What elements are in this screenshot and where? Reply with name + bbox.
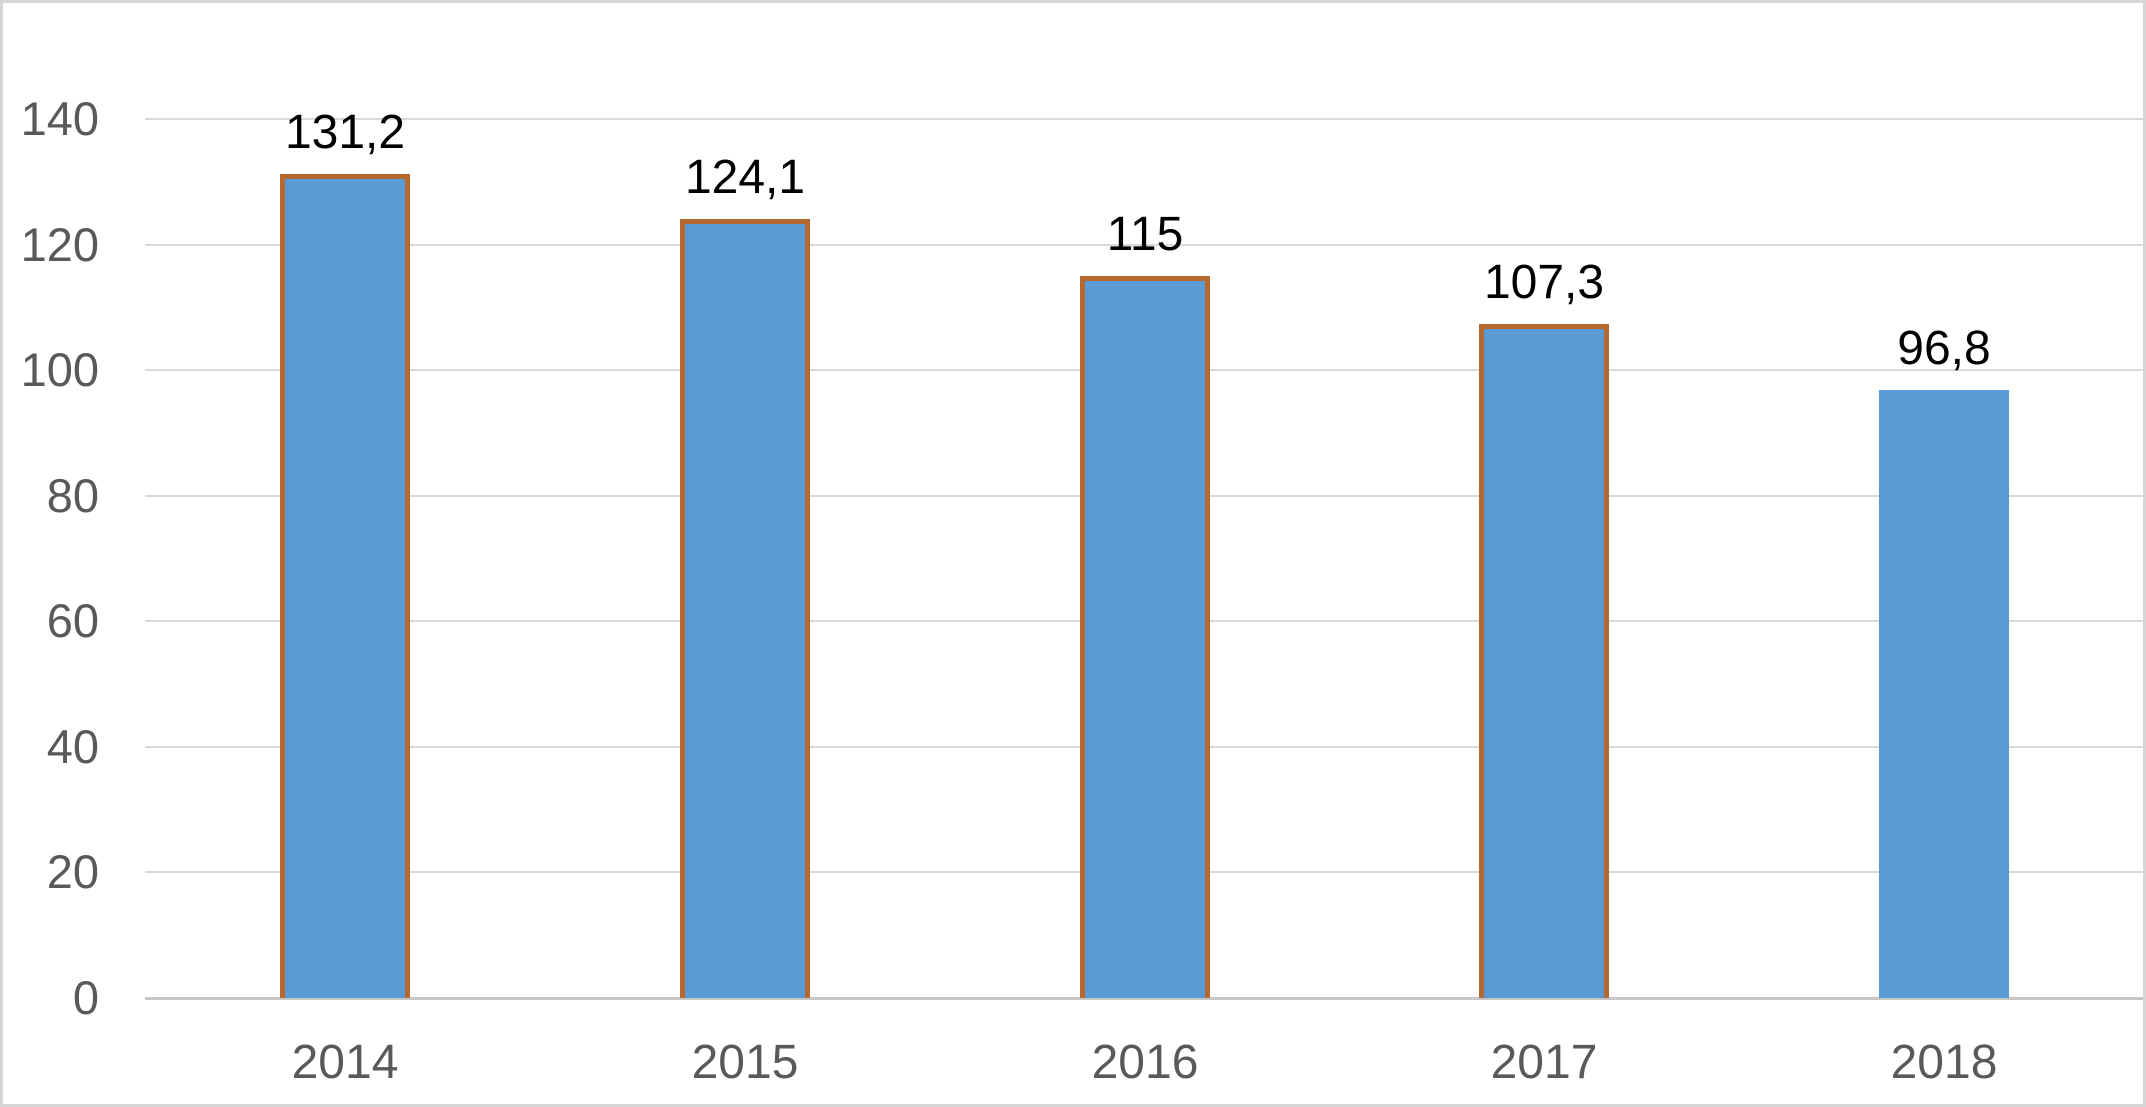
bar: [280, 174, 410, 998]
bar-value-label: 131,2: [284, 106, 406, 159]
gridline: [145, 118, 2143, 120]
y-tick-label: 0: [72, 971, 99, 1024]
y-tick-label: 40: [46, 719, 99, 773]
plot-area: 0 20 40 60 80 100 120 140 131,2 2014 124,1 2015 115 2…: [3, 3, 2143, 1104]
bar: [1080, 276, 1210, 998]
bar: [1879, 390, 2009, 998]
bar-value-label: 107,3: [1483, 256, 1605, 309]
bar-value-label: 115: [1106, 208, 1184, 261]
y-tick-label: 100: [20, 343, 99, 397]
y-tick-label: 80: [46, 468, 99, 522]
bar: [1479, 324, 1609, 998]
bar: [680, 219, 810, 998]
y-tick-label: 60: [46, 594, 99, 648]
gridline: [145, 243, 2143, 246]
x-tick-label: 2015: [691, 1036, 799, 1089]
bar-value-label: 96,8: [1897, 322, 1991, 375]
y-tick-label: 20: [46, 845, 99, 899]
y-tick-label: 140: [20, 92, 99, 145]
x-tick-label: 2018: [1890, 1036, 1998, 1089]
x-tick-label: 2016: [1091, 1036, 1199, 1089]
x-tick-label: 2017: [1490, 1036, 1598, 1089]
x-axis-line: [145, 997, 2143, 1000]
x-tick-label: 2014: [291, 1036, 399, 1089]
bar-value-label: 124,1: [684, 151, 806, 204]
y-tick-label: 120: [20, 217, 99, 271]
